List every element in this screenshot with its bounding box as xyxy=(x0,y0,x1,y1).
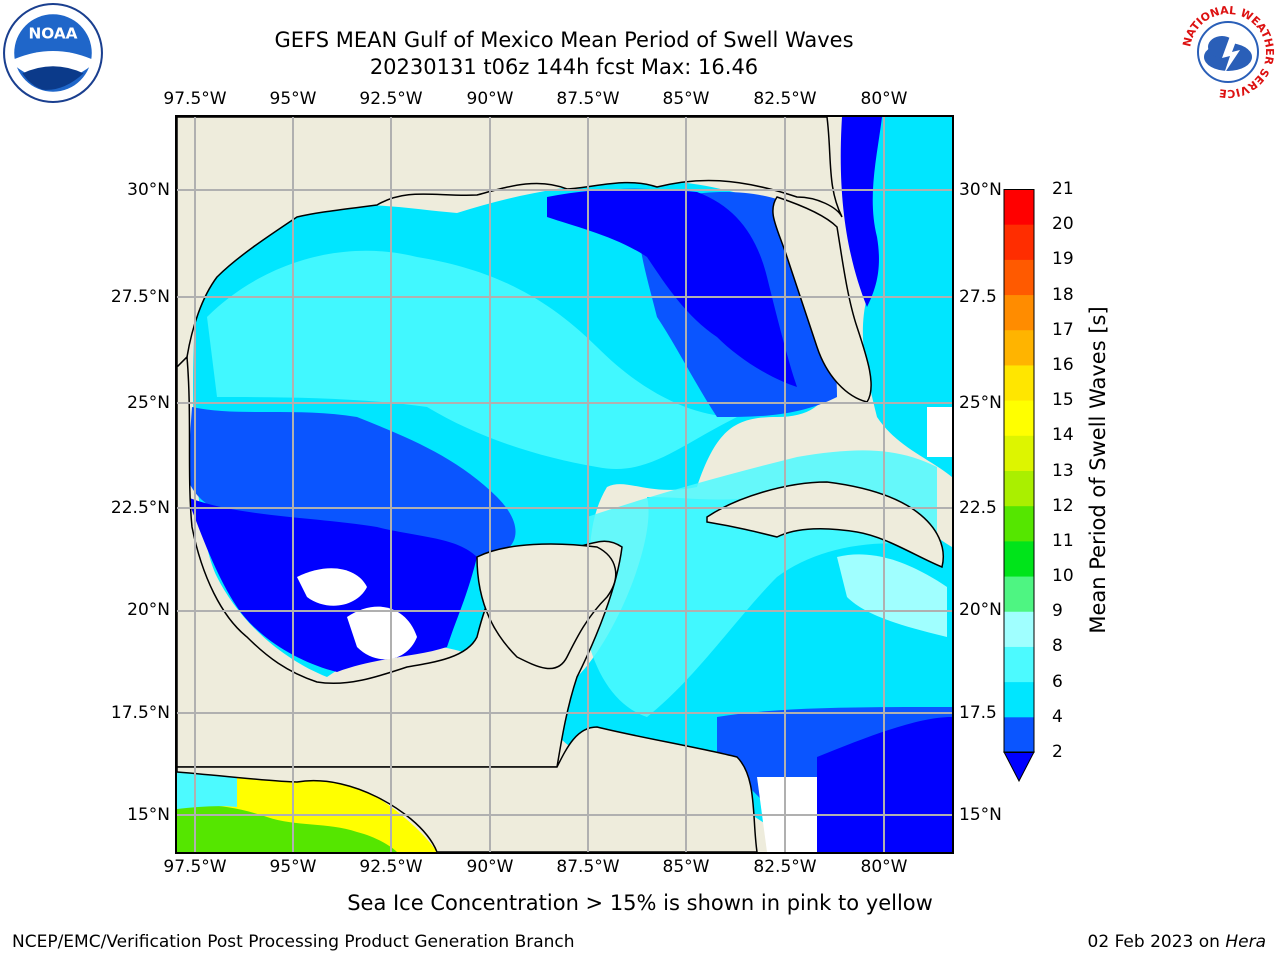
chart-subtitle: 20230131 t06z 144h fcst Max: 16.46 xyxy=(369,55,759,79)
colorbar-tick-label: 14 xyxy=(1052,425,1074,446)
y-right-tick-label: 30°N xyxy=(959,180,1002,200)
x-bottom-tick-label: 90°W xyxy=(466,857,514,877)
colorbar-tick-label: 2 xyxy=(1052,742,1063,762)
colorbar-tick-label: 8 xyxy=(1052,636,1063,657)
colorbar-border xyxy=(1003,189,1035,753)
colorbar-segment xyxy=(1004,646,1034,683)
white-patch-1 xyxy=(297,568,367,606)
colorbar-tick-label: 20 xyxy=(1052,214,1074,235)
machine-name: Hera xyxy=(1225,932,1266,952)
colorbar-tick-label: 11 xyxy=(1052,530,1074,551)
chart-title: GEFS MEAN Gulf of Mexico Mean Period of … xyxy=(274,28,854,52)
colorbar-extend-arrow xyxy=(1003,751,1035,782)
x-top-tick-label: 80°W xyxy=(860,89,908,109)
colorbar-tick-label: 4 xyxy=(1052,706,1063,727)
y-left-tick-label: 27.5°N xyxy=(110,287,170,307)
pacific-cyan-region xyxy=(177,767,237,809)
y-right-tick-label: 22.5 xyxy=(959,498,997,518)
x-bottom-tick-label: 87.5°W xyxy=(556,857,620,877)
colorbar-tick-label: 12 xyxy=(1052,495,1074,516)
colorbar-segment xyxy=(1004,576,1034,612)
light-swell-region xyxy=(207,250,737,469)
x-top-tick-label: 85°W xyxy=(662,89,710,109)
land-north-us xyxy=(177,117,843,369)
y-left-tick-label: 17.5°N xyxy=(110,703,170,723)
atlantic-deep-blue xyxy=(840,117,882,307)
y-right-tick-label: 27.5 xyxy=(959,287,997,307)
noaa-logo: NOAA xyxy=(3,3,103,103)
svg-text:NOAA: NOAA xyxy=(28,25,77,43)
colorbar-segment xyxy=(1004,329,1034,366)
colorbar-segment xyxy=(1004,259,1034,296)
date-stamp: 02 Feb 2023 on Hera xyxy=(1088,932,1266,952)
colorbar-tick-label: 18 xyxy=(1052,284,1074,305)
colorbar-tick-label: 15 xyxy=(1052,390,1074,411)
colorbar-segment xyxy=(1004,294,1034,331)
white-patch-4 xyxy=(927,407,952,457)
x-top-tick-label: 97.5°W xyxy=(163,89,227,109)
pacific-green-region xyxy=(177,805,397,852)
credit-text: NCEP/EMC/Verification Post Processing Pr… xyxy=(12,932,575,952)
colorbar-tick-label: 13 xyxy=(1052,460,1074,481)
y-left-tick-label: 30°N xyxy=(127,180,170,200)
x-bottom-tick-label: 95°W xyxy=(269,857,317,877)
x-bottom-tick-label: 82.5°W xyxy=(753,857,817,877)
x-bottom-tick-label: 85°W xyxy=(662,857,710,877)
colorbar-segment xyxy=(1004,224,1034,260)
nws-logo: NATIONAL WEATHER SERVICE xyxy=(1180,4,1276,100)
x-top-tick-label: 90°W xyxy=(466,89,514,109)
colorbar-segment xyxy=(1004,716,1034,753)
colorbar-title: Mean Period of Swell Waves [s] xyxy=(1086,306,1110,634)
y-left-tick-label: 25°N xyxy=(127,393,170,413)
x-bottom-tick-label: 97.5°W xyxy=(163,857,227,877)
colorbar-tick-label: 17 xyxy=(1052,319,1074,340)
x-top-tick-label: 82.5°W xyxy=(753,89,817,109)
graticule xyxy=(177,117,952,852)
colorbar-segment xyxy=(1004,540,1034,577)
y-right-tick-label: 25°N xyxy=(959,393,1002,413)
x-top-tick-label: 95°W xyxy=(269,89,317,109)
colorbar-tick-label: 9 xyxy=(1052,601,1063,622)
colorbar-segment xyxy=(1004,505,1034,542)
colorbar-segment xyxy=(1004,189,1034,225)
y-right-tick-label: 17.5 xyxy=(959,703,997,723)
x-top-tick-label: 92.5°W xyxy=(359,89,423,109)
colorbar-tick-label: 6 xyxy=(1052,671,1063,692)
colorbar-tick-label: 10 xyxy=(1052,566,1074,587)
colorbar-tick-label: 19 xyxy=(1052,249,1074,270)
colorbar-segment xyxy=(1004,435,1034,471)
y-left-tick-label: 20°N xyxy=(127,600,170,620)
land-florida xyxy=(772,196,872,403)
colorbar-tick-label: 21 xyxy=(1052,179,1074,199)
x-bottom-tick-label: 92.5°W xyxy=(359,857,423,877)
map-plot-area xyxy=(175,115,954,854)
y-right-tick-label: 15°N xyxy=(959,805,1002,825)
sea-ice-note: Sea Ice Concentration > 15% is shown in … xyxy=(347,891,933,915)
colorbar xyxy=(1003,189,1035,782)
deep-blue-eastern-gulf xyxy=(547,188,797,387)
land-yucatan xyxy=(476,543,617,670)
x-bottom-tick-label: 80°W xyxy=(860,857,908,877)
y-right-tick-label: 20°N xyxy=(959,600,1002,620)
colorbar-segment xyxy=(1004,611,1034,647)
y-left-tick-label: 22.5°N xyxy=(110,498,170,518)
pale-swell-patch xyxy=(837,554,947,637)
colorbar-segment xyxy=(1004,681,1034,718)
date-text: 02 Feb 2023 on xyxy=(1087,932,1226,952)
white-patch-2 xyxy=(347,606,417,660)
x-top-tick-label: 87.5°W xyxy=(556,89,620,109)
colorbar-tick-label: 16 xyxy=(1052,354,1074,375)
colorbar-segment xyxy=(1004,400,1034,436)
y-left-tick-label: 15°N xyxy=(127,805,170,825)
colorbar-segment xyxy=(1004,364,1034,401)
colorbar-segment xyxy=(1004,470,1034,507)
land-central-america xyxy=(177,726,758,852)
